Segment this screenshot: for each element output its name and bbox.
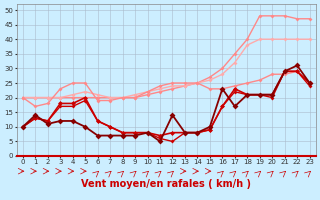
X-axis label: Vent moyen/en rafales ( km/h ): Vent moyen/en rafales ( km/h ) (81, 179, 251, 189)
